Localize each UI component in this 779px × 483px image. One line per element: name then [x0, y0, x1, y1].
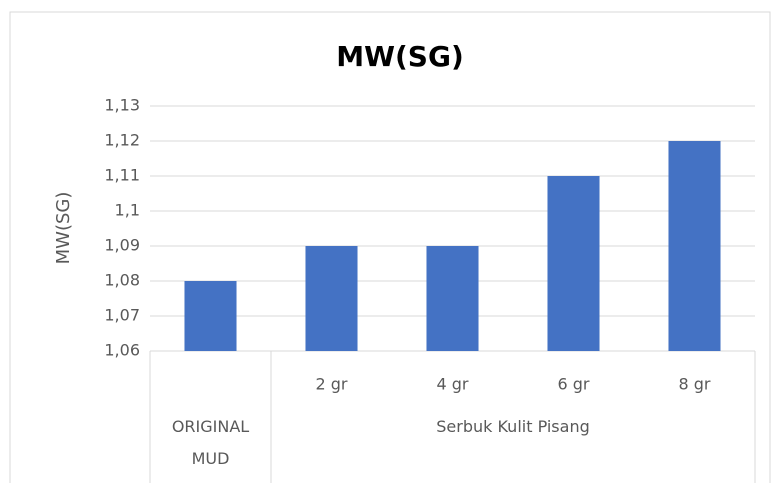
y-axis-title: MW(SG)	[53, 192, 74, 265]
y-tick-label: 1,12	[104, 131, 140, 150]
bar	[668, 141, 721, 351]
bar	[547, 176, 600, 351]
bar	[426, 246, 479, 351]
x-tick-label: 6 gr	[558, 375, 590, 394]
y-tick-label: 1,06	[104, 341, 140, 360]
y-tick-label: 1,1	[115, 201, 140, 220]
chart-title: MW(SG)	[336, 40, 464, 73]
x-tick-label: 8 gr	[679, 375, 711, 394]
y-tick-label: 1,09	[104, 236, 140, 255]
group-label: Serbuk Kulit Pisang	[436, 417, 590, 436]
chart-border	[9, 11, 771, 483]
group-label: ORIGINAL MUD	[171, 417, 250, 468]
x-tick-label: 2 gr	[316, 375, 348, 394]
y-tick-label: 1,13	[104, 96, 140, 115]
y-tick-label: 1,07	[104, 306, 140, 325]
y-tick-label: 1,11	[104, 166, 140, 185]
y-tick-label: 1,08	[104, 271, 140, 290]
bar	[184, 281, 237, 351]
bar	[305, 246, 358, 351]
x-tick-label: 4 gr	[437, 375, 469, 394]
